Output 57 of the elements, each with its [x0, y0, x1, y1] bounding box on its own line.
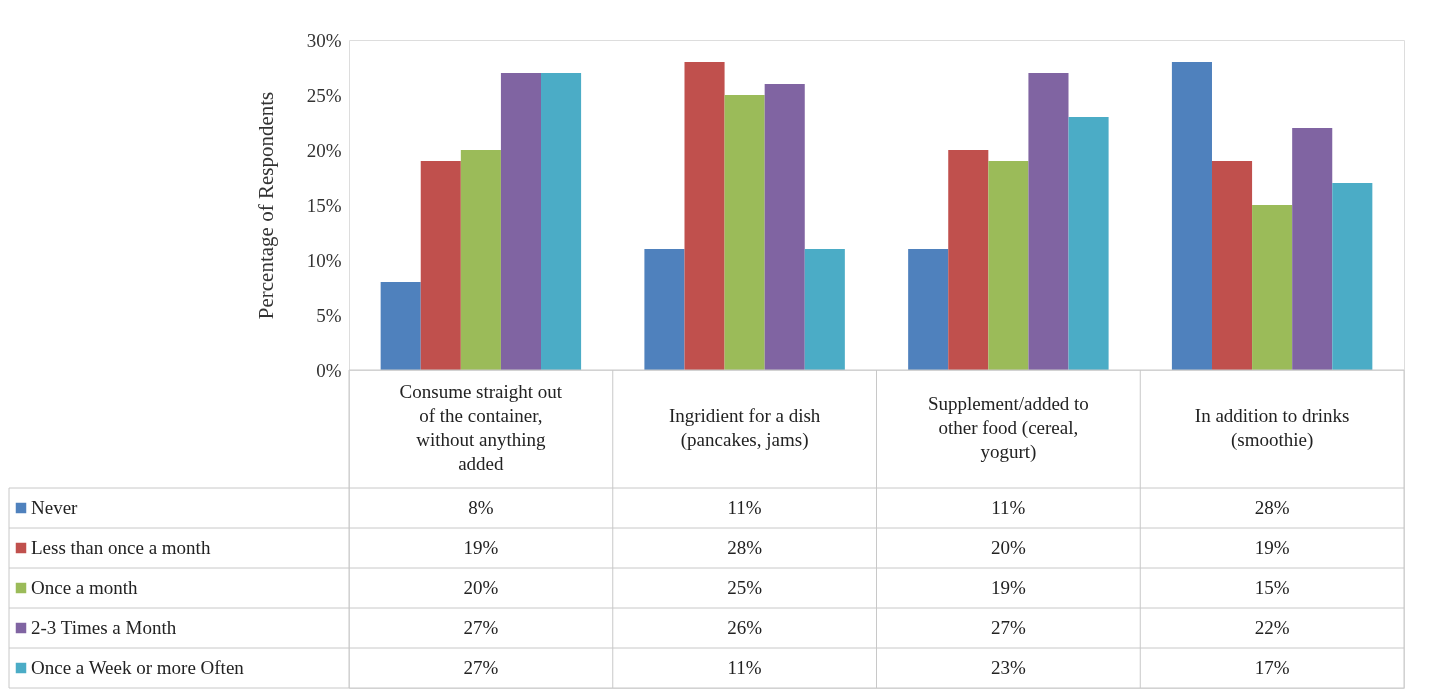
- y-tick-label: 15%: [306, 194, 342, 216]
- data-label: 27%: [463, 617, 499, 638]
- data-label: 20%: [463, 577, 499, 598]
- x-tick-label: Ingridient for a dish (pancakes, jams): [668, 405, 821, 451]
- bar: [1332, 183, 1373, 370]
- y-tick-label: 25%: [306, 84, 342, 106]
- y-tick-label: 5%: [316, 304, 342, 326]
- data-label: 25%: [727, 577, 763, 598]
- bar: [1171, 62, 1212, 370]
- bar: [380, 282, 421, 370]
- bar: [948, 150, 989, 370]
- data-label: 20%: [990, 537, 1026, 558]
- legend-label: Once a Week or more Often: [31, 657, 245, 678]
- data-label: 17%: [1254, 657, 1290, 678]
- data-label: 27%: [990, 617, 1026, 638]
- data-label: 11%: [991, 497, 1026, 518]
- bar: [541, 73, 582, 370]
- bar: [908, 249, 949, 370]
- y-tick-label: 10%: [306, 249, 342, 271]
- data-label: 11%: [727, 497, 762, 518]
- bar: [684, 62, 725, 370]
- data-label: 19%: [463, 537, 499, 558]
- data-label: 28%: [1254, 497, 1290, 518]
- y-tick-label: 20%: [306, 139, 342, 161]
- data-label: 22%: [1254, 617, 1290, 638]
- bar: [1028, 73, 1069, 370]
- legend-label: 2-3 Times a Month: [31, 617, 177, 638]
- y-tick-label: 0%: [316, 359, 342, 381]
- x-tick-label: Consume straight out of the container, without anything added: [399, 381, 563, 474]
- data-label: 15%: [1254, 577, 1290, 598]
- bar: [420, 161, 461, 370]
- bar: [500, 73, 542, 370]
- bar: [1252, 205, 1293, 370]
- y-axis-title: Percentage of Respondents: [253, 91, 278, 320]
- x-tick-label: Supplement/added to other food (cereal, yogurt): [927, 393, 1089, 463]
- data-label: 27%: [463, 657, 499, 678]
- legend-label: Less than once a month: [31, 537, 211, 558]
- bar: [1292, 128, 1333, 370]
- data-label: 11%: [727, 657, 762, 678]
- data-label: 23%: [990, 657, 1026, 678]
- x-tick-label: In addition to drinks (smoothie): [1194, 405, 1350, 451]
- bar: [764, 84, 805, 370]
- y-tick-label: 30%: [306, 29, 342, 51]
- data-label: 26%: [727, 617, 763, 638]
- data-label: 28%: [727, 537, 763, 558]
- data-label: 19%: [990, 577, 1026, 598]
- bar: [988, 161, 1029, 370]
- bar: [460, 150, 501, 370]
- bar: [804, 249, 845, 370]
- bar: [724, 95, 765, 370]
- bar: [1068, 117, 1109, 370]
- data-label: 8%: [468, 497, 494, 518]
- bar: [644, 249, 685, 370]
- legend-label: Once a month: [31, 577, 139, 598]
- legend-label: Never: [31, 497, 79, 518]
- data-label: 19%: [1254, 537, 1290, 558]
- bar: [1211, 161, 1253, 370]
